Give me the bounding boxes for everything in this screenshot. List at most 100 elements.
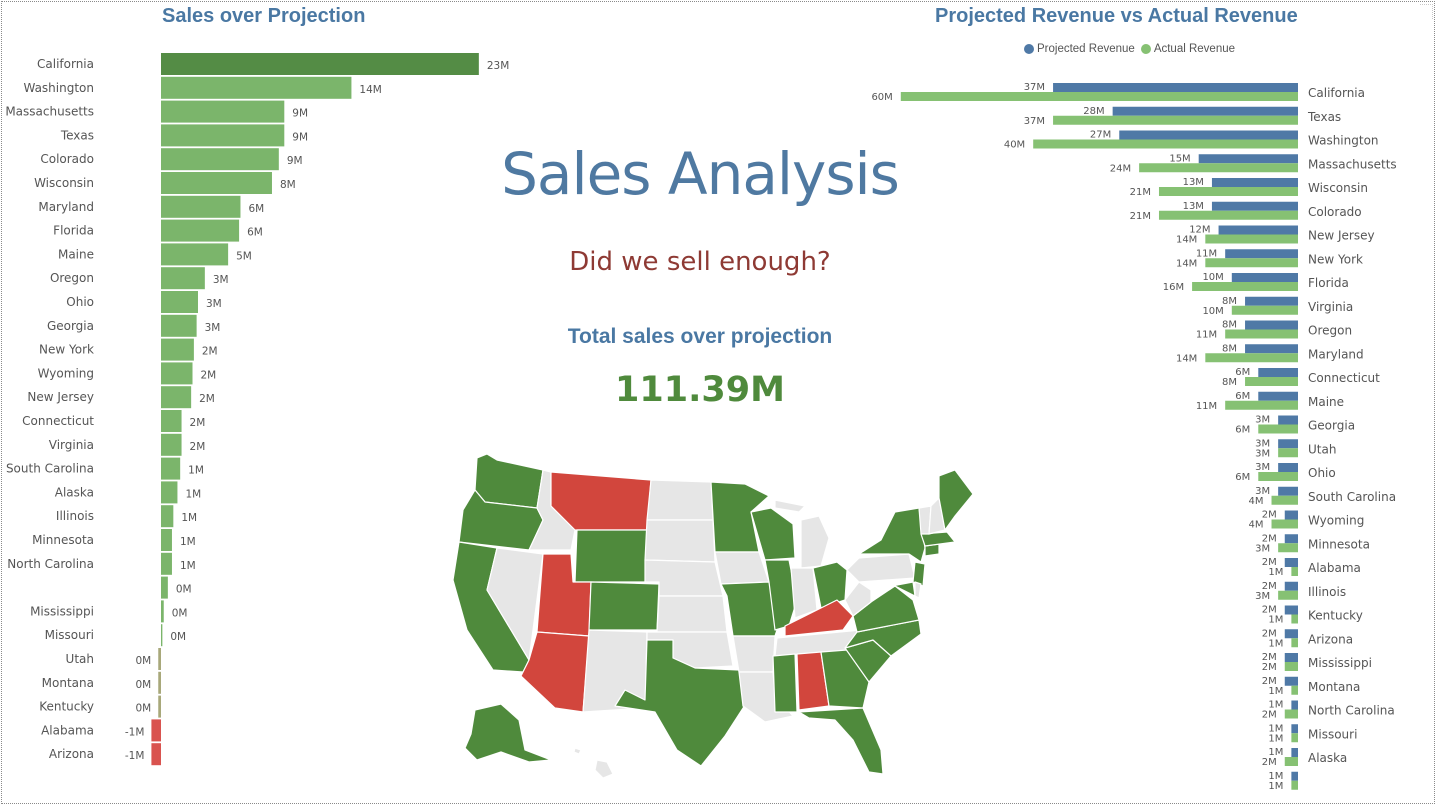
map-state-mississippi[interactable]	[772, 653, 798, 713]
sales-bar[interactable]	[161, 148, 279, 171]
sales-bar[interactable]	[161, 76, 352, 99]
map-state-new-jersey[interactable]	[912, 561, 926, 587]
actual-bar[interactable]	[1205, 234, 1298, 244]
sales-bar[interactable]	[161, 100, 285, 123]
projected-bar[interactable]	[1112, 106, 1298, 116]
sales-bar[interactable]	[161, 124, 285, 147]
map-state-georgia[interactable]	[820, 649, 870, 709]
map-state-ohio[interactable]	[812, 561, 848, 609]
sales-bar[interactable]	[161, 267, 205, 290]
projected-bar[interactable]	[1278, 415, 1298, 425]
map-state-michigan[interactable]	[774, 499, 830, 569]
us-filled-map[interactable]	[425, 450, 985, 790]
sales-bar[interactable]	[161, 172, 272, 194]
actual-bar[interactable]	[1225, 400, 1298, 410]
sales-bar[interactable]	[161, 433, 182, 456]
map-state-maine[interactable]	[938, 469, 974, 531]
actual-bar[interactable]	[1158, 187, 1298, 196]
sales-bar[interactable]	[151, 719, 161, 742]
sales-bar[interactable]	[161, 576, 168, 599]
projected-bar[interactable]	[1218, 225, 1298, 235]
map-state-wyoming[interactable]	[574, 529, 648, 583]
actual-bar[interactable]	[1291, 567, 1298, 576]
projected-bar[interactable]	[1284, 653, 1298, 662]
actual-bar[interactable]	[1284, 757, 1298, 766]
sales-bar[interactable]	[158, 671, 161, 694]
projected-bar[interactable]	[1211, 201, 1298, 211]
actual-bar[interactable]	[1245, 377, 1298, 386]
sales-bar[interactable]	[161, 624, 163, 647]
projected-bar[interactable]	[1284, 510, 1298, 520]
sales-bar[interactable]	[161, 338, 194, 361]
projected-bar[interactable]	[1284, 534, 1298, 544]
projected-bar[interactable]	[1245, 296, 1298, 306]
actual-bar[interactable]	[1291, 780, 1298, 790]
sales-bar[interactable]	[161, 291, 198, 313]
actual-bar[interactable]	[900, 92, 1298, 101]
legend-item-projected[interactable]: Projected Revenue	[1024, 43, 1135, 55]
projected-bar[interactable]	[1245, 344, 1298, 354]
projected-bar[interactable]	[1284, 605, 1298, 615]
map-state-arkansas[interactable]	[732, 635, 776, 673]
actual-bar[interactable]	[1278, 543, 1298, 553]
map-state-texas[interactable]	[614, 639, 748, 767]
actual-bar[interactable]	[1033, 139, 1298, 149]
map-state-nevada[interactable]	[486, 547, 544, 661]
actual-bar[interactable]	[1278, 448, 1298, 458]
actual-bar[interactable]	[1231, 305, 1298, 315]
actual-bar[interactable]	[1291, 733, 1298, 743]
projected-bar[interactable]	[1284, 629, 1298, 639]
projected-bar[interactable]	[1278, 463, 1298, 472]
map-state-massachusetts[interactable]	[920, 531, 956, 547]
projected-bar[interactable]	[1284, 581, 1298, 591]
projected-bar[interactable]	[1245, 320, 1298, 330]
actual-bar[interactable]	[1139, 163, 1298, 173]
map-state-montana[interactable]	[550, 471, 652, 531]
projected-bar[interactable]	[1278, 439, 1298, 449]
actual-bar[interactable]	[1271, 519, 1298, 529]
actual-bar[interactable]	[1291, 685, 1298, 695]
actual-bar[interactable]	[1225, 329, 1298, 339]
sales-bar[interactable]	[161, 219, 240, 242]
sales-bar[interactable]	[161, 410, 182, 432]
projected-bar[interactable]	[1225, 249, 1298, 259]
projected-bar[interactable]	[1231, 273, 1298, 282]
map-state-hawaii[interactable]	[573, 747, 614, 779]
actual-bar[interactable]	[1291, 614, 1298, 624]
map-state-north-dakota[interactable]	[646, 479, 714, 521]
map-state-colorado[interactable]	[588, 581, 660, 631]
actual-bar[interactable]	[1192, 282, 1298, 291]
map-state-washington[interactable]	[474, 453, 544, 509]
sales-bar[interactable]	[161, 457, 181, 480]
sales-bar[interactable]	[161, 529, 172, 551]
map-state-west-virginia[interactable]	[844, 581, 872, 617]
projected-bar[interactable]	[1291, 748, 1298, 757]
map-state-florida[interactable]	[798, 707, 884, 775]
kpi-value[interactable]: 111.39M	[615, 370, 785, 410]
projected-bar[interactable]	[1198, 154, 1298, 164]
projected-bar[interactable]	[1284, 558, 1298, 567]
projected-bar[interactable]	[1291, 724, 1298, 734]
projected-bar[interactable]	[1053, 83, 1298, 92]
projected-bar[interactable]	[1258, 391, 1298, 401]
projected-bar[interactable]	[1258, 368, 1298, 377]
actual-bar[interactable]	[1291, 638, 1298, 648]
actual-bar[interactable]	[1258, 472, 1298, 481]
legend-item-actual[interactable]: Actual Revenue	[1140, 43, 1235, 55]
sales-bar[interactable]	[151, 743, 161, 766]
sales-bar[interactable]	[158, 695, 161, 718]
map-state-south-dakota[interactable]	[644, 519, 716, 563]
projected-bar[interactable]	[1291, 771, 1298, 781]
actual-bar[interactable]	[1158, 210, 1298, 220]
map-state-iowa[interactable]	[714, 551, 770, 585]
sales-bar[interactable]	[161, 386, 192, 409]
map-state-kansas[interactable]	[656, 595, 728, 633]
actual-bar[interactable]	[1284, 709, 1298, 719]
actual-bar[interactable]	[1205, 258, 1298, 268]
sales-bar[interactable]	[158, 648, 161, 670]
projected-bar[interactable]	[1278, 486, 1298, 496]
actual-bar[interactable]	[1271, 495, 1298, 505]
actual-bar[interactable]	[1053, 115, 1298, 125]
projected-bar[interactable]	[1284, 676, 1298, 686]
map-state-delaware[interactable]	[914, 581, 922, 599]
